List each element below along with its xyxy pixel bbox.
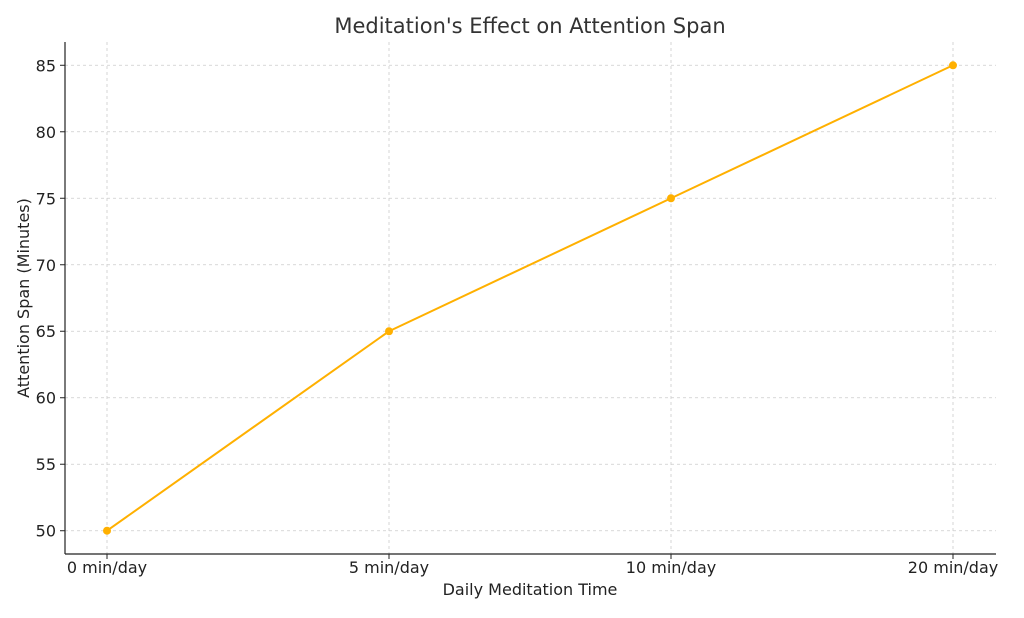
- x-axis-label: Daily Meditation Time: [443, 580, 618, 599]
- y-tick-label: 60: [36, 389, 56, 408]
- y-tick-label: 65: [36, 322, 56, 341]
- ticks-layer: 50 55 60 65 70 75 80 85 0 min/day 5 min/day 10 min…: [36, 56, 999, 577]
- data-point: [385, 327, 393, 336]
- x-tick-label: 0 min/day: [67, 558, 147, 577]
- y-tick-label: 50: [36, 522, 56, 541]
- grid-layer: [65, 42, 996, 554]
- y-tick-label: 55: [36, 455, 56, 474]
- series-line: [106, 64, 954, 532]
- y-tick-label: 85: [36, 56, 56, 75]
- y-tick-label: 70: [36, 256, 56, 275]
- data-point: [103, 526, 111, 535]
- x-tick-label: 20 min/day: [908, 558, 998, 577]
- chart-title: Meditation's Effect on Attention Span: [334, 14, 725, 38]
- y-tick-label: 75: [36, 189, 56, 208]
- axes-layer: [64, 42, 996, 555]
- y-axis-label: Attention Span (Minutes): [14, 198, 33, 398]
- series-layer: [103, 61, 957, 535]
- x-tick-label: 5 min/day: [349, 558, 429, 577]
- data-point: [667, 194, 675, 203]
- data-point: [949, 61, 957, 70]
- x-tick-label: 10 min/day: [626, 558, 716, 577]
- y-tick-label: 80: [36, 123, 56, 142]
